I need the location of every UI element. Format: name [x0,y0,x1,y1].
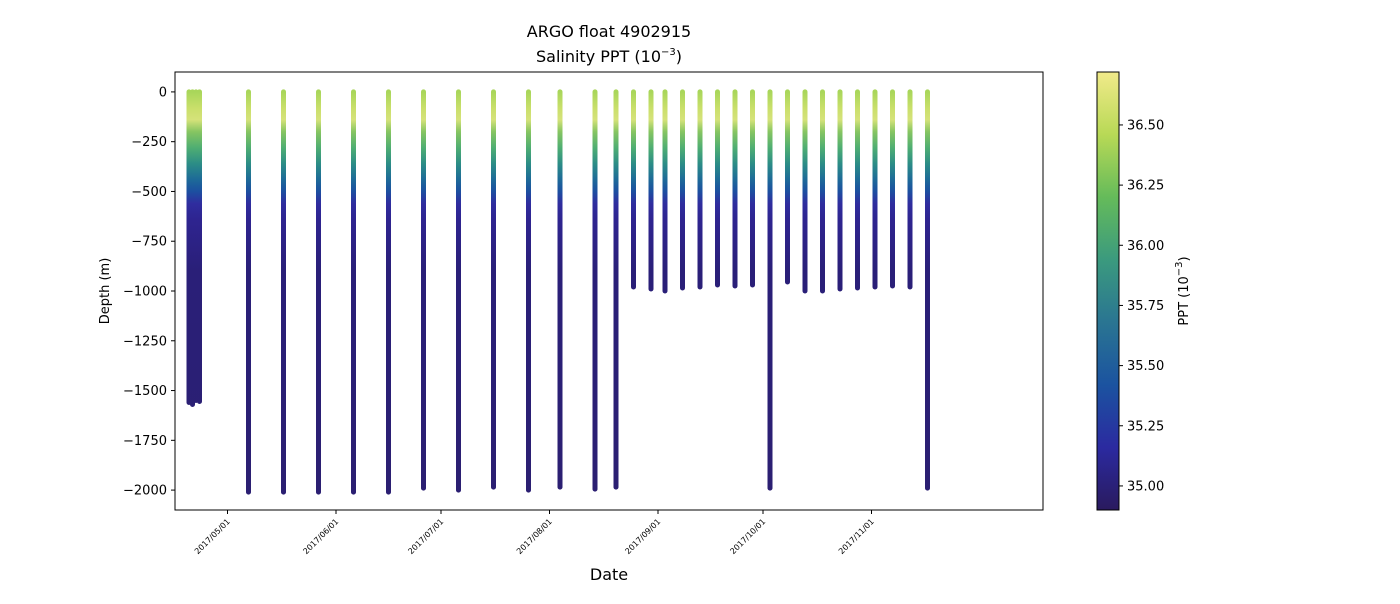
colorbar-ticks: 35.00 35.25 35.50 35.75 36.00 36.25 36.50 [1119,118,1164,494]
x-tick-label: 2017/07/01 [406,517,445,556]
y-tick-label: −1750 [123,434,167,449]
colorbar-label-exponent: −3 [1174,261,1185,276]
colorbar-tick-label: 36.25 [1127,179,1164,194]
y-tick-label: −1250 [123,334,167,349]
y-tick-label: −750 [131,235,167,250]
x-tick-label: 2017/05/01 [193,517,232,556]
chart-subtitle: Salinity PPT (10−3) [536,47,682,66]
chart-title: ARGO float 4902915 [527,22,691,41]
colorbar [1096,71,1120,511]
y-tick-label: −2000 [123,484,167,499]
colorbar-label-main: PPT (10 [1177,276,1192,325]
y-tick-label: −250 [131,135,167,150]
colorbar-label: PPT (10−3) [1174,256,1192,325]
y-tick-label: −1000 [123,285,167,300]
y-axis-label: Depth (m) [98,258,113,325]
y-tick-label: 0 [159,85,167,100]
y-tick-label: −1500 [123,384,167,399]
x-tick-label: 2017/06/01 [301,517,340,556]
plot-frame [174,71,1044,511]
x-tick-label: 2017/10/01 [728,517,767,556]
chart-subtitle-main: Salinity PPT (10 [536,47,661,66]
colorbar-tick-label: 36.00 [1127,239,1164,254]
colorbar-tick-label: 35.00 [1127,479,1164,494]
x-tick-label: 2017/09/01 [623,517,662,556]
profile-marks [186,89,930,495]
chart-subtitle-exponent: −3 [661,47,676,58]
y-tick-label: −500 [131,185,167,200]
y-axis-ticks: 0 −250 −500 −750 −1000 −1250 −1500 −1750 −2000 [123,85,175,499]
x-tick-label: 2017/11/01 [837,517,876,556]
colorbar-tick-label: 35.75 [1127,299,1164,314]
chart-subtitle-end: ) [676,47,682,66]
x-tick-label: 2017/08/01 [515,517,554,556]
colorbar-tick-label: 35.25 [1127,419,1164,434]
colorbar-tick-label: 36.50 [1127,118,1164,133]
x-axis-label: Date [590,565,628,584]
colorbar-tick-label: 35.50 [1127,359,1164,374]
colorbar-label-end: ) [1177,256,1192,261]
x-axis-ticks: 2017/05/01 2017/06/01 2017/07/01 2017/08/01… [193,510,876,556]
